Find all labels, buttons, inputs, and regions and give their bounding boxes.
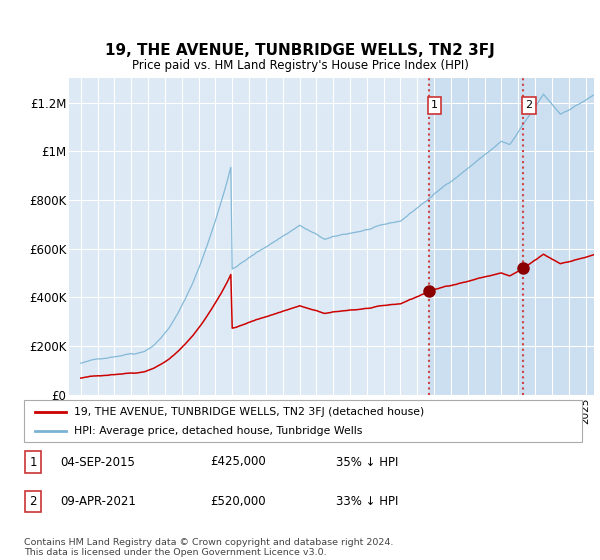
Text: 35% ↓ HPI: 35% ↓ HPI: [336, 455, 398, 469]
Text: 19, THE AVENUE, TUNBRIDGE WELLS, TN2 3FJ (detached house): 19, THE AVENUE, TUNBRIDGE WELLS, TN2 3FJ…: [74, 407, 424, 417]
Text: 1: 1: [29, 455, 37, 469]
Text: £425,000: £425,000: [210, 455, 266, 469]
Text: Contains HM Land Registry data © Crown copyright and database right 2024.
This d: Contains HM Land Registry data © Crown c…: [24, 538, 394, 557]
Text: 04-SEP-2015: 04-SEP-2015: [60, 455, 135, 469]
Text: Price paid vs. HM Land Registry's House Price Index (HPI): Price paid vs. HM Land Registry's House …: [131, 59, 469, 72]
Bar: [428, 78, 594, 395]
Text: 1: 1: [431, 100, 438, 110]
Text: HPI: Average price, detached house, Tunbridge Wells: HPI: Average price, detached house, Tunb…: [74, 426, 362, 436]
Text: 2: 2: [526, 100, 532, 110]
Text: £520,000: £520,000: [210, 494, 266, 508]
Text: 09-APR-2021: 09-APR-2021: [60, 494, 136, 508]
Text: 33% ↓ HPI: 33% ↓ HPI: [336, 494, 398, 508]
Text: 2: 2: [29, 494, 37, 508]
Text: 19, THE AVENUE, TUNBRIDGE WELLS, TN2 3FJ: 19, THE AVENUE, TUNBRIDGE WELLS, TN2 3FJ: [105, 43, 495, 58]
